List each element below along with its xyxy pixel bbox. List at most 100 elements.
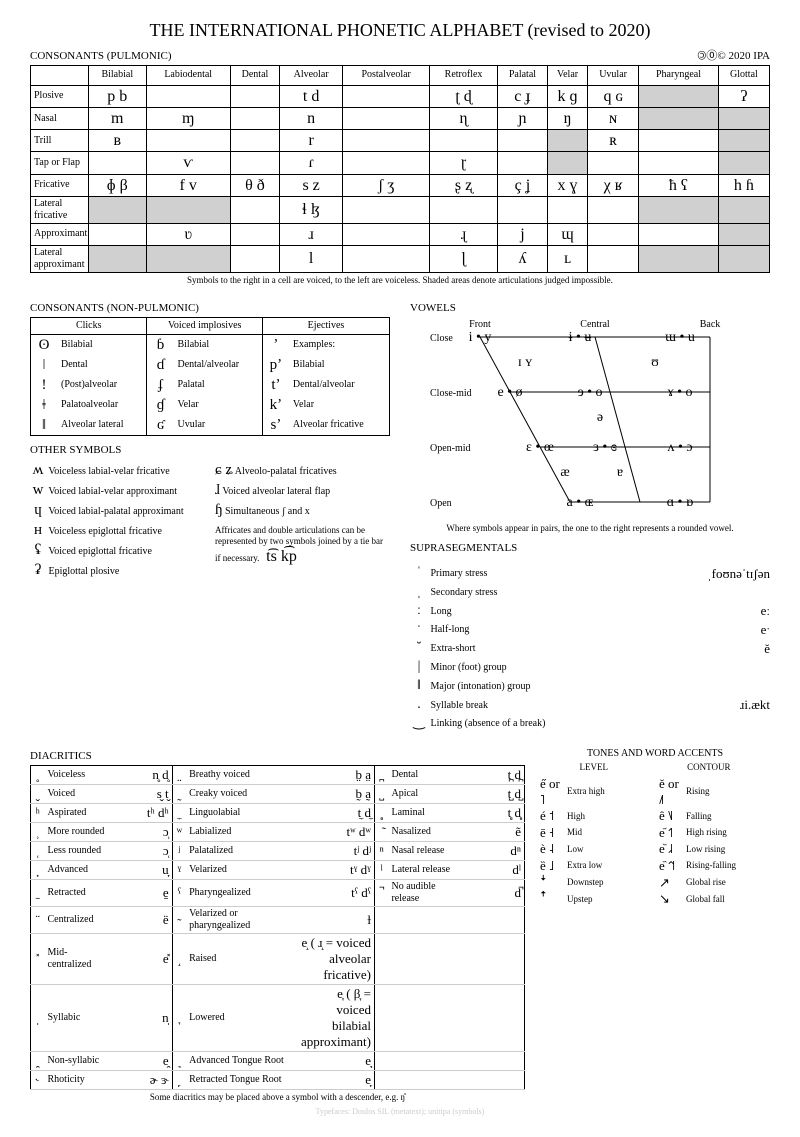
diac-cell: ʲ [172, 842, 186, 861]
consonant-cell: ɭ [430, 245, 498, 272]
tones-table: e̋ or ˥Extra highé ˦Highē ˧Midè ˨Lowȅ ˩E… [540, 775, 770, 908]
diac-cell: tʰ dʰ [112, 804, 172, 823]
diac-cell: ʷ [172, 823, 186, 842]
symbol-cell: ǃ [31, 375, 58, 395]
consonant-cell [146, 196, 230, 223]
diac-cell: d̚ [465, 880, 525, 907]
diac-cell: u̟ [112, 861, 172, 880]
diac-cell: tˠ dˠ [298, 861, 375, 880]
suprasegmentals: ˈ Primary stressˌfoʊnəˈtɪʃən ˌ Secondary … [410, 565, 770, 732]
diac-cell: ̬ [31, 785, 45, 804]
symbol-cell: ʄ [147, 375, 174, 395]
symbol-cell: ʛ [147, 415, 174, 436]
consonant-cell [430, 196, 498, 223]
row-header: Lateral fricative [31, 196, 89, 223]
row-header: Approximant [31, 223, 89, 245]
vowels-title: VOWELS [410, 302, 770, 315]
diac-cell: ɚ ɝ [112, 1071, 172, 1090]
label-cell: Dental [57, 355, 147, 375]
diac-cell: ˠ [172, 861, 186, 880]
tone-item: ↘Global fall [659, 891, 770, 907]
label-cell: Palatoalveolar [57, 395, 147, 415]
label-cell: (Post)alveolar [57, 375, 147, 395]
diac-cell: t̺ d̺ [465, 785, 525, 804]
symbol-cell: ʘ [31, 334, 58, 355]
tones-contour-hdr: CONTOUR [687, 762, 730, 773]
vowel-symbol: ɤ • o [667, 385, 692, 400]
diac-cell: Velarized or pharyngealized [186, 907, 298, 934]
tones-level-hdr: LEVEL [580, 762, 609, 773]
diac-cell: ̈ [31, 907, 45, 934]
diac-cell: ̹ [31, 823, 45, 842]
diac-cell: Nasalized [388, 823, 464, 842]
diac-cell: ̺ [374, 785, 388, 804]
tone-item: ê ˥˩Falling [659, 808, 770, 824]
tone-item: ě or ˩˥Rising [659, 776, 770, 807]
consonant-cell [718, 245, 769, 272]
consonant-cell: ɲ [497, 107, 547, 129]
supra-item: ˌ Secondary stress [410, 584, 770, 601]
diac-cell: dˡ [465, 861, 525, 880]
consonant-cell: ʎ [497, 245, 547, 272]
consonant-cell: ʔ [718, 85, 769, 107]
symbol-cell: sʼ [262, 415, 289, 436]
consonant-cell [639, 196, 719, 223]
row-header: Tap or Flap [31, 152, 89, 174]
consonant-cell [230, 85, 279, 107]
pulmonic-table: BilabialLabiodentalDentalAlveolarPostalv… [30, 65, 770, 273]
consonant-cell [718, 107, 769, 129]
vowel-symbol: ɯ • u [665, 330, 695, 345]
diac-cell: e̞ ( β̞ = voiced bilabial approximant) [298, 985, 375, 1052]
col-header: Dental [230, 65, 279, 85]
tone-item: ē ˧Mid [540, 825, 651, 841]
consonant-cell: ɴ [588, 107, 639, 129]
vowel-symbol: e • ø [497, 385, 522, 400]
symbol-cell: ʼ [262, 334, 289, 355]
diac-cell: tʲ dʲ [298, 842, 375, 861]
consonant-cell [343, 196, 430, 223]
diac-cell: tˤ dˤ [298, 880, 375, 907]
consonant-cell: r [280, 130, 343, 152]
label-cell: Uvular [173, 415, 262, 436]
label-cell: Bilabial [57, 334, 147, 355]
other-item: ɺ Voiced alveolar lateral flap [215, 481, 390, 499]
consonant-cell [718, 152, 769, 174]
diac-cell: ˞ [31, 1071, 45, 1090]
diac-cell: Voiced [45, 785, 113, 804]
diac-cell: ẽ [465, 823, 525, 842]
supra-item: ˈ Primary stressˌfoʊnəˈtɪʃən [410, 565, 770, 582]
tone-item: é ˦High [540, 808, 651, 824]
diac-cell: ̠ [31, 880, 45, 907]
consonant-cell: ɽ [430, 152, 498, 174]
consonant-cell [497, 152, 547, 174]
consonant-cell [230, 223, 279, 245]
consonant-cell: ɹ [280, 223, 343, 245]
diac-cell: t̼ d̼ [298, 804, 375, 823]
consonant-cell: ⱱ [146, 152, 230, 174]
pulmonic-note: Symbols to the right in a cell are voice… [30, 275, 770, 286]
diac-cell: ̥ [31, 766, 45, 785]
diac-cell: Centralized [45, 907, 113, 934]
symbol-cell: pʼ [262, 355, 289, 375]
col-header: Labiodental [146, 65, 230, 85]
diac-cell: e̠ [112, 880, 172, 907]
other-symbols: ʍ Voiceless labial-velar fricativew Voic… [30, 459, 390, 581]
tone-item: e᷄ ˦˥High rising [659, 825, 770, 841]
diac-cell: Laminal [388, 804, 464, 823]
consonant-cell [230, 152, 279, 174]
label-cell: Alveolar fricative [289, 415, 390, 436]
col-header: Palatal [497, 65, 547, 85]
svg-text:Close: Close [430, 333, 453, 344]
svg-text:Central: Central [580, 319, 610, 330]
consonant-cell [343, 223, 430, 245]
vowel-symbol: ʊ [651, 355, 659, 370]
diac-cell: n̥ d̥ [112, 766, 172, 785]
col-header: Alveolar [280, 65, 343, 85]
copyright: 🄯🄋© 2020 IPA [697, 50, 770, 63]
diac-cell: ̪ [374, 766, 388, 785]
col-header: Bilabial [89, 65, 147, 85]
diac-cell: Aspirated [45, 804, 113, 823]
diac-cell: Raised [186, 934, 298, 985]
supra-item: ‿ Linking (absence of a break) [410, 715, 770, 732]
diac-cell: t̻ d̻ [465, 804, 525, 823]
